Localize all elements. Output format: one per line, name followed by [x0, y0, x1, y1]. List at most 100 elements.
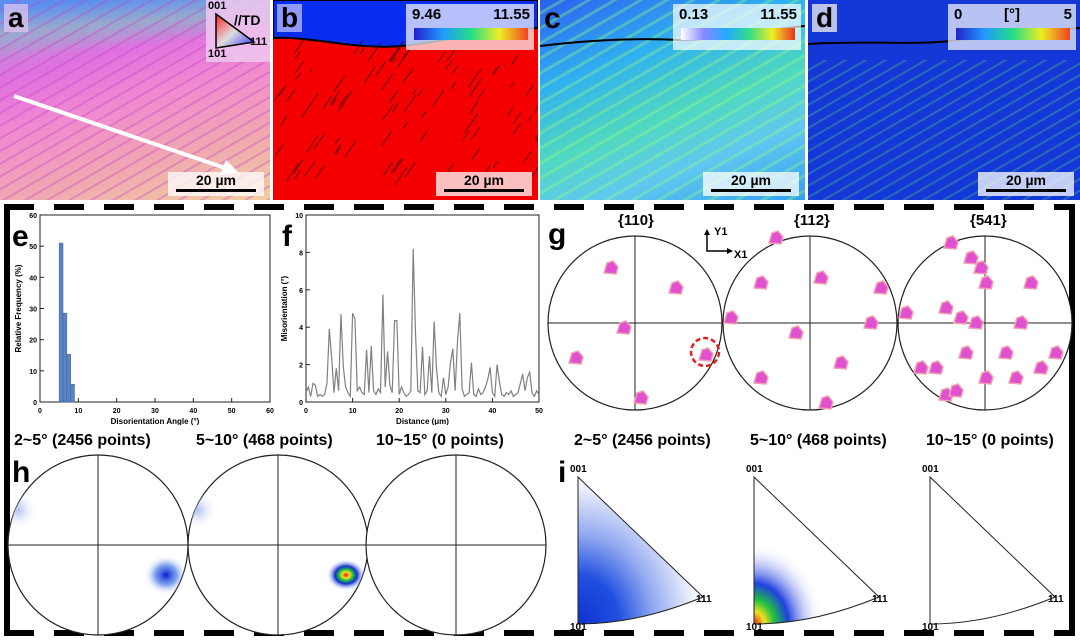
colorbar-max: 5	[1063, 6, 1072, 23]
crack	[360, 47, 365, 55]
crack	[412, 88, 417, 95]
crack	[391, 56, 397, 63]
map-d-gam: d 0 [°] 5 20 µm	[808, 0, 1080, 200]
pole-spot	[603, 260, 619, 275]
y-tick-label: 30	[29, 307, 37, 314]
axis-y1-label: Y1	[714, 226, 728, 238]
crack	[337, 99, 347, 113]
ipf-key-101: 101	[208, 48, 227, 60]
crack	[304, 161, 316, 177]
colorbar-unit: [°]	[1004, 6, 1020, 23]
highlight-circle	[689, 336, 721, 368]
crack	[511, 53, 520, 65]
crack	[382, 104, 394, 120]
density-pole-figures	[7, 454, 547, 636]
panel-label-a: a	[4, 4, 28, 32]
crack	[417, 88, 424, 97]
pole-spot	[1023, 275, 1039, 290]
ipf-color-key: 001 101 111 //TD	[206, 0, 270, 62]
crack	[469, 100, 479, 115]
ipf-outline	[753, 475, 880, 625]
panel-label-d: d	[812, 4, 838, 32]
pole-spot	[978, 370, 994, 385]
crack	[437, 51, 447, 63]
x-tick-label: 20	[395, 408, 403, 415]
crack	[367, 43, 381, 62]
pole-spot	[1008, 370, 1024, 385]
pf-title-112: {112}	[794, 212, 830, 229]
crack	[306, 134, 319, 153]
scale-bar-label: 20 µm	[196, 172, 236, 188]
pole-spot	[753, 275, 769, 290]
crack	[421, 110, 427, 119]
crack	[331, 99, 337, 105]
colorbar-min: 0	[954, 6, 963, 23]
y-tick-label: 60	[29, 213, 37, 220]
plot-frame	[39, 214, 271, 403]
crack	[510, 81, 515, 88]
crack	[339, 93, 349, 107]
pole-spot	[873, 280, 889, 295]
crack	[333, 74, 346, 92]
colorbar-max: 11.55	[493, 6, 530, 23]
scale-bar-label: 20 µm	[731, 172, 771, 188]
ipf-corner-111: 111	[696, 594, 712, 605]
pole-spot	[973, 260, 989, 275]
pole-spot	[633, 390, 649, 405]
ipf-key-111: 111	[250, 36, 268, 48]
y-tick-label: 10	[29, 369, 37, 376]
ipf-corner-001: 001	[746, 464, 763, 475]
crack	[364, 66, 376, 83]
crack	[322, 95, 333, 109]
ipf-corner-101: 101	[746, 622, 763, 632]
crack	[447, 163, 454, 173]
misorientation-line	[305, 248, 540, 399]
x-tick-label: 30	[151, 408, 159, 415]
crack	[535, 137, 538, 143]
crack	[278, 85, 287, 96]
crack	[353, 40, 364, 55]
crack	[375, 61, 387, 77]
map-a-ipf: a 001 101 111 //TD 20 µm	[0, 0, 270, 200]
pole-spot	[616, 320, 632, 335]
x-tick-label: 0	[38, 408, 42, 415]
colorbar-d: 0 [°] 5	[948, 4, 1076, 50]
ipf-triangle: 001 101 111	[746, 464, 888, 632]
pole-spot	[1013, 315, 1029, 330]
ipf-corner-101: 101	[570, 622, 587, 632]
crack	[492, 160, 499, 169]
pf-title-110: {110}	[618, 212, 654, 229]
histogram-bar	[62, 312, 68, 403]
crack	[534, 134, 538, 140]
ipf-corner-101: 101	[922, 622, 939, 632]
pole-spot	[928, 360, 944, 375]
pole-spot	[668, 280, 684, 295]
y-tick-label: 2	[299, 363, 303, 370]
pole-spot	[968, 315, 984, 330]
colorbar-min: 0.13	[679, 6, 709, 23]
crack	[506, 107, 514, 117]
pole-spot	[943, 235, 959, 250]
ipf-corner-001: 001	[570, 464, 587, 475]
y-tick-label: 8	[299, 250, 303, 257]
colorbar-c: 0.13 11.55	[673, 4, 801, 50]
panel-label-e: e	[12, 220, 29, 253]
pole-spot	[813, 270, 829, 285]
crack	[345, 89, 354, 100]
pole-spot	[568, 350, 584, 365]
crack	[381, 73, 394, 91]
crack	[464, 113, 479, 133]
ipf-outline	[929, 475, 1056, 625]
crack	[401, 48, 410, 60]
panel-label-c: c	[544, 2, 561, 35]
panel-label-b: b	[277, 4, 303, 32]
crack	[394, 167, 407, 186]
y-tick-label: 4	[299, 325, 303, 332]
scale-bar-b: 20 µm	[436, 172, 532, 196]
pole-spot	[833, 355, 849, 370]
crack	[285, 162, 300, 182]
pole-spot	[768, 230, 784, 245]
crack	[314, 164, 326, 180]
crack	[295, 72, 301, 80]
pole-spot	[898, 305, 914, 320]
